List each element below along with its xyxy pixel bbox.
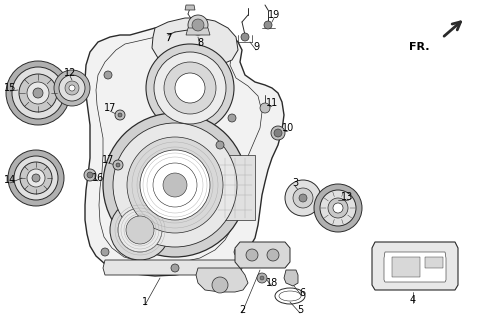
- Polygon shape: [196, 268, 248, 292]
- Circle shape: [69, 85, 75, 91]
- Circle shape: [54, 70, 90, 106]
- Text: 5: 5: [297, 305, 303, 315]
- Circle shape: [163, 173, 187, 197]
- Circle shape: [19, 74, 57, 112]
- Text: 1: 1: [142, 297, 148, 307]
- Circle shape: [115, 110, 125, 120]
- Circle shape: [234, 248, 242, 256]
- Polygon shape: [85, 26, 284, 276]
- Circle shape: [140, 150, 210, 220]
- Circle shape: [127, 137, 223, 233]
- Circle shape: [154, 52, 226, 124]
- Circle shape: [59, 75, 85, 101]
- Text: 6: 6: [299, 288, 305, 298]
- Circle shape: [246, 249, 258, 261]
- Text: 12: 12: [64, 68, 76, 78]
- Polygon shape: [392, 257, 420, 277]
- Circle shape: [33, 88, 43, 98]
- Circle shape: [65, 81, 79, 95]
- Circle shape: [216, 141, 224, 149]
- Text: 9: 9: [253, 42, 259, 52]
- Circle shape: [103, 113, 247, 257]
- Circle shape: [212, 277, 228, 293]
- Polygon shape: [186, 28, 210, 35]
- Text: 17: 17: [102, 155, 114, 165]
- Circle shape: [192, 19, 204, 31]
- Circle shape: [241, 33, 249, 41]
- Circle shape: [188, 15, 208, 35]
- Polygon shape: [103, 260, 242, 275]
- Circle shape: [113, 123, 237, 247]
- Circle shape: [175, 73, 205, 103]
- Text: FR.: FR.: [410, 42, 430, 52]
- Polygon shape: [152, 18, 238, 68]
- Circle shape: [228, 114, 236, 122]
- Polygon shape: [284, 270, 298, 286]
- Circle shape: [260, 276, 264, 280]
- Text: 3: 3: [292, 178, 298, 188]
- Text: 14: 14: [4, 175, 16, 185]
- Polygon shape: [215, 155, 255, 220]
- Circle shape: [32, 174, 40, 182]
- Text: 8: 8: [197, 38, 203, 48]
- Circle shape: [299, 194, 307, 202]
- Text: 11: 11: [266, 98, 278, 108]
- Circle shape: [264, 21, 272, 29]
- Circle shape: [101, 248, 109, 256]
- Circle shape: [6, 61, 70, 125]
- Circle shape: [164, 62, 216, 114]
- Text: 19: 19: [268, 10, 280, 20]
- Circle shape: [8, 150, 64, 206]
- Circle shape: [27, 82, 49, 104]
- Circle shape: [293, 188, 313, 208]
- Circle shape: [116, 163, 120, 167]
- Circle shape: [271, 126, 285, 140]
- Circle shape: [260, 103, 270, 113]
- Circle shape: [20, 162, 52, 194]
- Polygon shape: [185, 5, 195, 10]
- Circle shape: [333, 203, 343, 213]
- Circle shape: [267, 249, 279, 261]
- Circle shape: [118, 113, 122, 117]
- Circle shape: [118, 208, 162, 252]
- Circle shape: [171, 264, 179, 272]
- Circle shape: [84, 169, 96, 181]
- Circle shape: [126, 216, 154, 244]
- Text: 15: 15: [4, 83, 16, 93]
- Circle shape: [285, 180, 321, 216]
- Text: 10: 10: [282, 123, 294, 133]
- Circle shape: [314, 184, 362, 232]
- Circle shape: [257, 273, 267, 283]
- Circle shape: [14, 156, 58, 200]
- Text: 13: 13: [341, 192, 353, 202]
- Text: 17: 17: [104, 103, 116, 113]
- Circle shape: [87, 172, 93, 178]
- Text: 2: 2: [239, 305, 245, 315]
- Polygon shape: [384, 252, 446, 282]
- Text: 4: 4: [410, 295, 416, 305]
- Text: 18: 18: [266, 278, 278, 288]
- Text: 16: 16: [92, 173, 104, 183]
- Circle shape: [12, 67, 64, 119]
- Circle shape: [274, 129, 282, 137]
- Polygon shape: [372, 242, 458, 290]
- Circle shape: [104, 71, 112, 79]
- Circle shape: [320, 190, 356, 226]
- Circle shape: [113, 160, 123, 170]
- Circle shape: [146, 44, 234, 132]
- Text: 7: 7: [165, 33, 171, 43]
- Polygon shape: [425, 257, 443, 268]
- Polygon shape: [235, 242, 290, 268]
- Circle shape: [110, 200, 170, 260]
- Circle shape: [27, 169, 45, 187]
- Circle shape: [328, 198, 348, 218]
